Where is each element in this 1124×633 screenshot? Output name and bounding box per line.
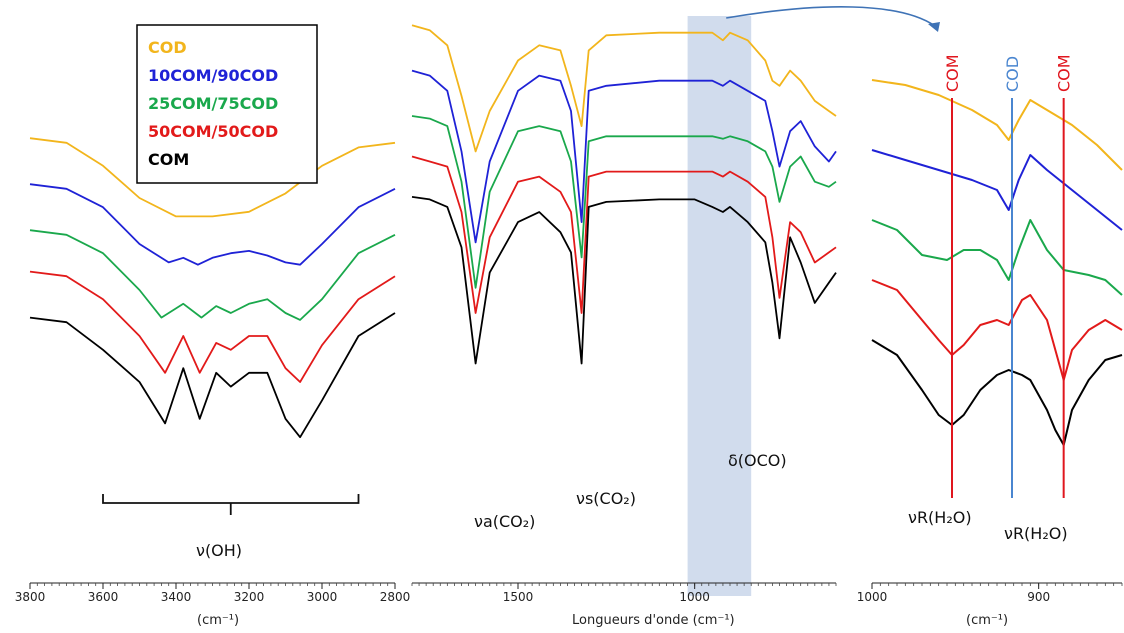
left-tick-label-0: 3800 — [15, 590, 46, 604]
left-x-axis-label: (cm⁻¹) — [197, 613, 239, 628]
left-tick-label-5: 2800 — [380, 590, 411, 604]
ref-line-label-0: COM — [943, 54, 962, 92]
nu-oh-label: ν(OH) — [196, 541, 242, 560]
right-tick-label-1: 900 — [1027, 590, 1050, 604]
legend-entry-10com90cod: 10COM/90COD — [148, 66, 278, 85]
middle-series-2 — [411, 115, 837, 289]
left-series-1 — [29, 183, 396, 266]
legend-entry-com: COM — [148, 150, 189, 169]
left-tick-label-1: 3600 — [88, 590, 119, 604]
highlight-band — [687, 16, 752, 596]
left-series-2 — [29, 229, 396, 321]
right-tick-label-0: 1000 — [857, 590, 888, 604]
axis-layer: 3800 3600 3400 3200 3000 2800 1500 1000 1000 900 — [15, 494, 1123, 604]
right-series-3 — [871, 279, 1123, 381]
middle-tick-label-1: 1000 — [679, 590, 710, 604]
zoom-arrow — [726, 6, 936, 27]
middle-series-3 — [411, 155, 837, 314]
delta-oco-label: δ(OCO) — [728, 451, 787, 470]
nu-r-h2o-label-1: νR(H₂O) — [908, 508, 972, 527]
left-series-0 — [29, 137, 396, 218]
right-series-2 — [871, 219, 1123, 296]
nu-a-co2-label: νa(CO₂) — [474, 512, 535, 531]
middle-series-4 — [411, 196, 837, 365]
nu-s-co2-label: νs(CO₂) — [576, 489, 636, 508]
left-tick-label-4: 3000 — [307, 590, 338, 604]
ref-line-label-1: COD — [1003, 56, 1022, 92]
right-series-4 — [871, 339, 1123, 446]
right-x-axis-label: (cm⁻¹) — [966, 613, 1008, 628]
vline-layer: COM COD COM — [943, 54, 1074, 498]
middle-series-1 — [411, 69, 837, 244]
right-series-0 — [871, 79, 1123, 171]
oh-bracket — [102, 494, 360, 515]
middle-x-axis-label: Longueurs d'onde (cm⁻¹) — [572, 613, 735, 628]
middle-tick-label-0: 1500 — [503, 590, 534, 604]
left-series-4 — [29, 312, 396, 439]
legend-entry-50com50cod: 50COM/50COD — [148, 122, 278, 141]
left-tick-label-3: 3200 — [234, 590, 265, 604]
ref-line-label-2: COM — [1055, 54, 1074, 92]
zoom-arrowhead — [928, 22, 940, 32]
legend-entry-cod: COD — [148, 38, 187, 57]
legend-box — [136, 24, 318, 184]
legend-entry-25com75cod: 25COM/75COD — [148, 94, 278, 113]
series-layer — [29, 24, 1123, 446]
legend: COD 10COM/90COD 25COM/75COD 50COM/50COD … — [136, 24, 318, 184]
right-series-1 — [871, 149, 1123, 231]
middle-series-0 — [411, 24, 837, 153]
left-series-3 — [29, 270, 396, 383]
nu-r-h2o-label-2: νR(H₂O) — [1004, 524, 1068, 543]
left-tick-label-2: 3400 — [161, 590, 192, 604]
